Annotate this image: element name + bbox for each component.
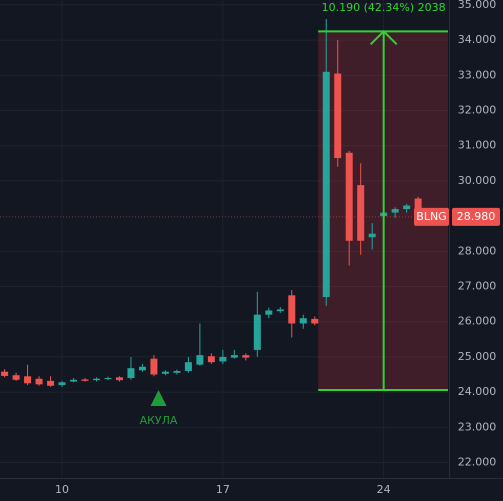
candle-body xyxy=(288,295,296,324)
candle-body xyxy=(1,371,9,376)
y-tick-label: 31.000 xyxy=(458,139,497,152)
candle-body xyxy=(219,356,227,362)
y-tick-label: 33.000 xyxy=(458,68,497,81)
y-tick-label: 32.000 xyxy=(458,104,497,117)
marker-triangle xyxy=(150,390,167,406)
y-tick-label: 24.000 xyxy=(458,385,497,398)
candle-body xyxy=(104,378,112,380)
candle-body xyxy=(70,379,78,382)
y-tick-label: 35.000 xyxy=(458,0,497,11)
candle-body xyxy=(403,205,411,210)
y-tick-label: 34.000 xyxy=(458,33,497,46)
candle-body xyxy=(299,318,307,324)
y-tick-label: 27.000 xyxy=(458,280,497,293)
candle-body xyxy=(138,366,146,371)
candle-body xyxy=(242,355,250,358)
y-tick-label: 30.000 xyxy=(458,174,497,187)
y-tick-label: 25.000 xyxy=(458,350,497,363)
candle-body xyxy=(150,358,158,375)
x-tick-label: 17 xyxy=(216,483,230,496)
candle-body xyxy=(414,198,422,217)
candle-body xyxy=(47,380,55,386)
candle-body xyxy=(322,71,330,298)
candle-body xyxy=(127,368,135,379)
candle-body xyxy=(276,309,284,312)
y-tick-label: 26.000 xyxy=(458,315,497,328)
price-label: 28.980 xyxy=(457,210,496,223)
candle-body xyxy=(161,371,169,374)
x-tick-label: 10 xyxy=(55,483,69,496)
candle-body xyxy=(253,314,261,350)
candle-body xyxy=(311,318,319,324)
candle-body xyxy=(334,73,342,159)
measure-arrow-head xyxy=(369,29,398,46)
candle-body xyxy=(265,310,273,315)
candle-body xyxy=(184,362,192,371)
symbol-box xyxy=(414,207,449,226)
candle-body xyxy=(173,370,181,373)
candle-body xyxy=(345,152,353,241)
candle-body xyxy=(58,382,66,386)
y-tick-label: 28.000 xyxy=(458,244,497,257)
candle-body xyxy=(35,378,43,385)
candle-body xyxy=(81,379,89,381)
x-tick-label: 24 xyxy=(377,483,391,496)
candle-body xyxy=(12,375,20,380)
candle-body xyxy=(24,376,32,384)
candle-body xyxy=(368,233,376,238)
candle-body xyxy=(92,378,100,381)
candle-body xyxy=(391,209,399,213)
price-box xyxy=(452,207,500,226)
y-tick-label: 23.000 xyxy=(458,420,497,433)
candle-body xyxy=(115,377,123,381)
candle-body xyxy=(207,356,215,363)
candle-body xyxy=(196,355,204,365)
marker-label: АКУЛА xyxy=(140,414,178,427)
symbol-label: BLNG xyxy=(416,210,446,223)
y-tick-label: 22.000 xyxy=(458,456,497,469)
measure-label: 10.190 (42.34%) 2038 xyxy=(322,1,446,14)
candle-body xyxy=(357,185,365,241)
candle-body xyxy=(230,355,238,358)
